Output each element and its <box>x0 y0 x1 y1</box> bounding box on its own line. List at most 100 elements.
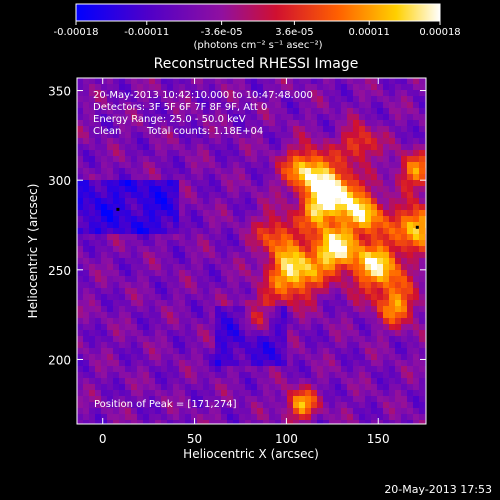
heatmap-pixel <box>353 366 359 372</box>
heatmap-pixel <box>353 114 359 120</box>
heatmap-pixel <box>125 324 131 330</box>
heatmap-pixel <box>317 354 323 360</box>
heatmap-pixel <box>287 234 293 240</box>
heatmap-pixel <box>119 138 125 144</box>
heatmap-pixel <box>365 372 371 378</box>
heatmap-pixel <box>305 276 311 282</box>
heatmap-pixel <box>269 156 275 162</box>
heatmap-pixel <box>185 78 191 84</box>
heatmap-pixel <box>293 240 299 246</box>
heatmap-pixel <box>269 120 275 126</box>
heatmap-pixel <box>167 372 173 378</box>
heatmap-pixel <box>359 138 365 144</box>
heatmap-pixel <box>173 306 179 312</box>
heatmap-pixel <box>269 372 275 378</box>
heatmap-pixel <box>263 168 269 174</box>
heatmap-pixel <box>89 354 95 360</box>
heatmap-pixel <box>113 210 119 216</box>
heatmap-pixel <box>305 402 311 408</box>
heatmap-pixel <box>317 132 323 138</box>
heatmap-pixel <box>275 378 281 384</box>
heatmap-pixel <box>269 258 275 264</box>
heatmap-pixel <box>323 108 329 114</box>
heatmap-pixel <box>323 204 329 210</box>
heatmap-pixel <box>89 306 95 312</box>
heatmap-pixel <box>293 312 299 318</box>
heatmap-pixel <box>155 264 161 270</box>
heatmap-pixel <box>179 96 185 102</box>
heatmap-pixel <box>329 198 335 204</box>
heatmap-pixel <box>161 96 167 102</box>
heatmap-pixel <box>155 408 161 414</box>
heatmap-pixel <box>401 270 407 276</box>
heatmap-pixel <box>299 186 305 192</box>
heatmap-pixel <box>209 306 215 312</box>
heatmap-pixel <box>209 96 215 102</box>
heatmap-pixel <box>191 198 197 204</box>
heatmap-pixel <box>83 330 89 336</box>
heatmap-pixel <box>89 312 95 318</box>
heatmap-pixel <box>125 276 131 282</box>
heatmap-pixel <box>407 270 413 276</box>
heatmap-pixel <box>275 420 281 424</box>
heatmap-pixel <box>257 402 263 408</box>
heatmap-pixel <box>275 372 281 378</box>
heatmap-pixel <box>365 414 371 420</box>
heatmap-pixel <box>329 144 335 150</box>
heatmap-pixel <box>227 174 233 180</box>
heatmap-pixel <box>377 282 383 288</box>
heatmap-pixel <box>155 324 161 330</box>
heatmap-pixel <box>377 330 383 336</box>
heatmap-pixel <box>83 312 89 318</box>
heatmap-pixel <box>137 336 143 342</box>
heatmap-pixel <box>269 90 275 96</box>
heatmap-pixel <box>341 366 347 372</box>
heatmap-pixel <box>389 84 395 90</box>
heatmap-pixel <box>299 366 305 372</box>
heatmap-pixel <box>83 90 89 96</box>
heatmap-pixel <box>365 276 371 282</box>
heatmap-pixel <box>371 420 377 424</box>
heatmap-pixel <box>329 372 335 378</box>
heatmap-pixel <box>245 78 251 84</box>
heatmap-pixel <box>389 306 395 312</box>
heatmap-pixel <box>377 246 383 252</box>
heatmap-pixel <box>173 240 179 246</box>
heatmap-pixel <box>383 288 389 294</box>
heatmap-pixel <box>83 144 89 150</box>
heatmap-pixel <box>113 270 119 276</box>
heatmap-pixel <box>215 108 221 114</box>
x-tick-label: 100 <box>275 432 298 446</box>
heatmap-pixel <box>149 162 155 168</box>
heatmap-pixel <box>317 156 323 162</box>
heatmap-pixel <box>359 180 365 186</box>
heatmap-pixel <box>275 234 281 240</box>
heatmap-pixel <box>335 186 341 192</box>
heatmap-pixel <box>143 396 149 402</box>
heatmap-pixel <box>353 420 359 424</box>
heatmap-pixel <box>209 318 215 324</box>
heatmap-pixel <box>359 132 365 138</box>
heatmap-pixel <box>89 174 95 180</box>
heatmap-pixel <box>371 162 377 168</box>
heatmap-pixel <box>251 354 257 360</box>
heatmap-pixel <box>317 144 323 150</box>
heatmap-pixel <box>191 132 197 138</box>
heatmap-pixel <box>353 222 359 228</box>
heatmap-pixel <box>221 372 227 378</box>
heatmap-pixel <box>119 204 125 210</box>
heatmap-pixel <box>335 240 341 246</box>
heatmap-pixel <box>239 96 245 102</box>
heatmap-pixel <box>227 318 233 324</box>
heatmap-pixel <box>137 294 143 300</box>
heatmap-pixel <box>365 126 371 132</box>
heatmap-pixel <box>245 234 251 240</box>
heatmap-pixel <box>287 84 293 90</box>
heatmap-pixel <box>245 114 251 120</box>
heatmap-pixel <box>269 192 275 198</box>
heatmap-pixel <box>239 342 245 348</box>
heatmap-pixel <box>227 288 233 294</box>
heatmap-pixel <box>125 126 131 132</box>
heatmap-pixel <box>227 180 233 186</box>
